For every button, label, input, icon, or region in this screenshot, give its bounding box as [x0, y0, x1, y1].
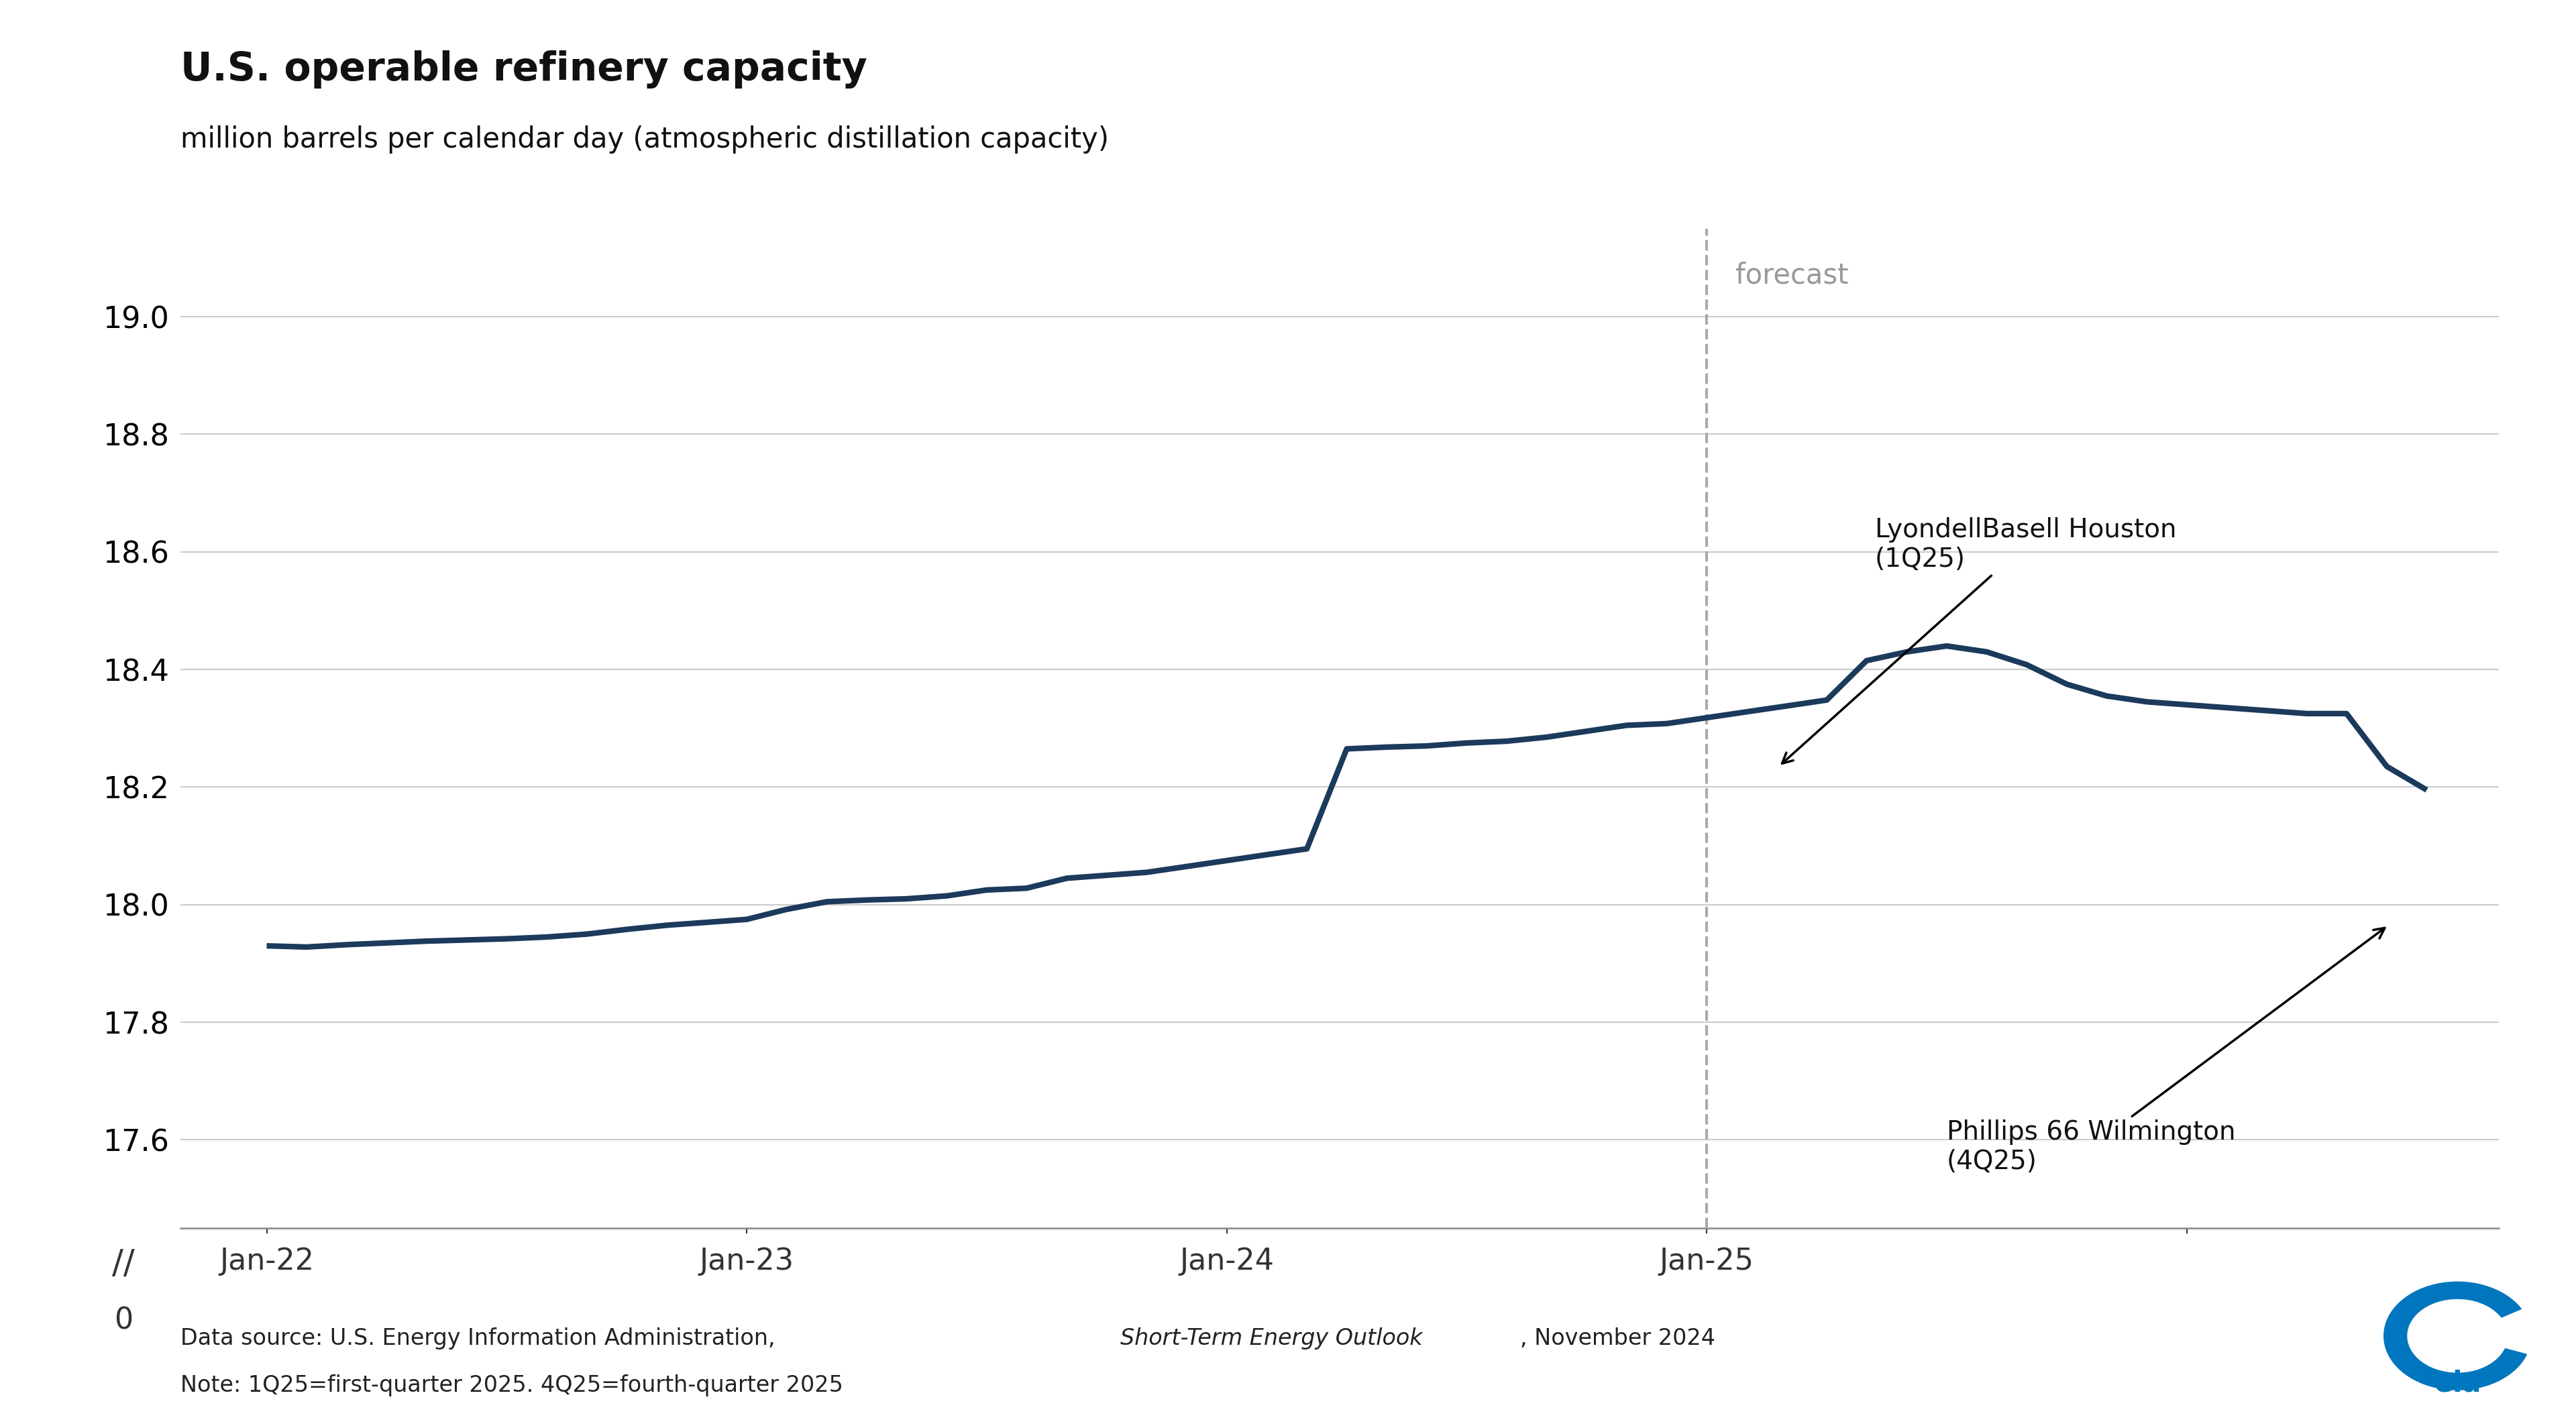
Text: Note: 1Q25=first-quarter 2025. 4Q25=fourth-quarter 2025: Note: 1Q25=first-quarter 2025. 4Q25=four… [180, 1374, 842, 1397]
Text: Data source: U.S. Energy Information Administration,: Data source: U.S. Energy Information Adm… [180, 1327, 783, 1349]
Text: , November 2024: , November 2024 [1520, 1327, 1716, 1349]
Text: Phillips 66 Wilmington
(4Q25): Phillips 66 Wilmington (4Q25) [1947, 928, 2385, 1174]
Text: eia: eia [2434, 1369, 2481, 1398]
Text: million barrels per calendar day (atmospheric distillation capacity): million barrels per calendar day (atmosp… [180, 126, 1108, 154]
Text: Short-Term Energy Outlook: Short-Term Energy Outlook [1121, 1327, 1422, 1349]
Text: U.S. operable refinery capacity: U.S. operable refinery capacity [180, 50, 868, 89]
Wedge shape [2383, 1282, 2527, 1389]
Text: 0: 0 [113, 1307, 134, 1335]
Text: LyondellBasell Houston
(1Q25): LyondellBasell Houston (1Q25) [1783, 517, 2177, 764]
Text: forecast: forecast [1736, 261, 1850, 290]
Text: //: // [113, 1248, 134, 1279]
